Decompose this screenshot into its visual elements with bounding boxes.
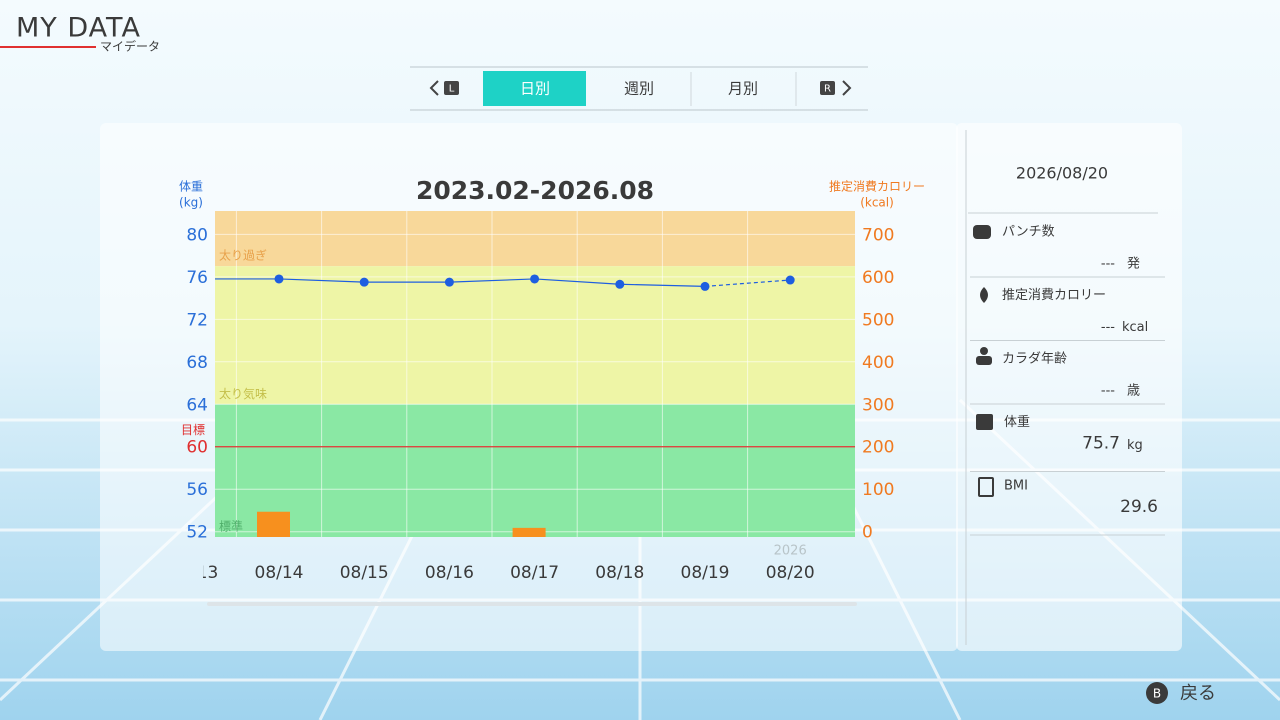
- detail-label: BMI: [1004, 479, 1028, 494]
- y-tick-label: 72: [186, 310, 208, 330]
- button-label: B: [1153, 687, 1161, 701]
- button-label: L: [449, 84, 455, 95]
- header-subtitle: マイデータ: [100, 39, 160, 54]
- detail-label: パンチ数: [1002, 225, 1055, 240]
- tab-label[interactable]: 週別: [624, 80, 654, 98]
- detail-value: ---: [1101, 384, 1115, 399]
- detail-value: ---: [1101, 257, 1115, 272]
- tab-label[interactable]: 日別: [520, 80, 550, 98]
- y-tick-label: 56: [186, 480, 208, 500]
- icon-punch: [973, 225, 991, 239]
- target-label: 目標: [181, 423, 205, 437]
- weight-point[interactable]: [785, 275, 795, 285]
- x-tick-label: 08/18: [595, 563, 644, 583]
- detail-icons: [973, 225, 994, 497]
- button-icon[interactable]: [1146, 682, 1168, 704]
- x-labels: 08/13 08/14 08/15 08/16 08/17 08/18 08/19 08/20: [169, 563, 815, 583]
- scrollbar[interactable]: [207, 602, 857, 606]
- y2-axis-title: (kcal): [860, 196, 894, 210]
- detail-unit: 発: [1127, 257, 1140, 272]
- y2-tick-label: 600: [862, 268, 894, 288]
- detail-label: 体重: [1004, 414, 1030, 430]
- weight-point[interactable]: [444, 277, 454, 287]
- weight-point[interactable]: [359, 277, 369, 287]
- detail-label: 推定消費カロリー: [1002, 288, 1106, 303]
- x-tick-label: 08/13: [169, 563, 218, 583]
- detail-value: 29.6: [1120, 497, 1158, 517]
- icon-body: [980, 347, 988, 355]
- zone-label: 太り気味: [219, 386, 267, 401]
- calorie-bar: [257, 511, 290, 537]
- x-tick-label: 08/14: [255, 563, 304, 583]
- calorie-bar: [512, 527, 546, 537]
- icon-scale: [976, 414, 993, 430]
- plot-area: [215, 211, 855, 537]
- y2-tick-label: 300: [862, 395, 894, 415]
- detail-panel: [956, 123, 1182, 651]
- tab-arrow-right[interactable]: [842, 80, 852, 96]
- y2-tick-label: 200: [862, 438, 894, 458]
- detail-label: カラダ年齢: [1002, 352, 1067, 367]
- y-tick-label: 60: [186, 438, 208, 458]
- y-axis-title: (kg): [179, 196, 203, 210]
- y2-tick-label: 100: [862, 480, 894, 500]
- detail-value: 75.7: [1082, 434, 1120, 454]
- tab-bar: L R 日別 週別 月別: [410, 66, 868, 111]
- y-tick-label: 80: [186, 225, 208, 245]
- zone-label: 標準: [219, 519, 243, 534]
- y2-axis-title: 推定消費カロリー: [829, 179, 925, 194]
- detail-unit: 歳: [1127, 384, 1140, 399]
- header-title: MY DATA: [16, 13, 141, 44]
- x-tick-label: 08/19: [681, 563, 730, 583]
- detail-value: ---: [1101, 320, 1115, 335]
- x-tick-label: 08/20: [766, 563, 815, 583]
- y2-tick-label: 500: [862, 310, 894, 330]
- weight-point[interactable]: [615, 279, 625, 289]
- icon-calculator: [978, 477, 994, 497]
- y-tick-label: 52: [186, 523, 208, 543]
- button-icon: [444, 81, 459, 95]
- zone-band: [215, 266, 855, 405]
- y-axis-title: 体重: [179, 180, 203, 194]
- y2-tick-label: 700: [862, 225, 894, 245]
- weight-point[interactable]: [700, 281, 710, 291]
- zone-band: [215, 211, 855, 267]
- year-mark: 2026: [774, 544, 807, 559]
- y-tick-label: 64: [186, 395, 208, 415]
- x-tick-label: 08/16: [425, 563, 474, 583]
- y2-tick-label: 0: [862, 523, 873, 543]
- detail-unit: kcal: [1122, 320, 1148, 335]
- weight-line-dashed: [704, 279, 791, 287]
- y-tick-label: 68: [186, 353, 208, 373]
- y2-tick-label: 400: [862, 353, 894, 373]
- weight-point[interactable]: [274, 274, 284, 284]
- x-tick-label: 08/17: [510, 563, 559, 583]
- icon-flame: [980, 287, 988, 303]
- tab-label[interactable]: 月別: [728, 80, 758, 98]
- detail-date: 2026/08/20: [1016, 164, 1108, 183]
- detail-unit: kg: [1127, 438, 1143, 453]
- zone-band: [215, 404, 855, 537]
- zone-label: 太り過ぎ: [219, 248, 267, 263]
- tab-active: [483, 71, 586, 106]
- icon-body: [976, 356, 992, 365]
- back-label[interactable]: 戻る: [1180, 683, 1216, 704]
- weight-point[interactable]: [530, 274, 540, 284]
- y-tick-label: 76: [186, 268, 208, 288]
- tab-arrow-left[interactable]: [429, 80, 439, 96]
- button-label: R: [824, 84, 831, 95]
- button-icon: [820, 81, 835, 95]
- x-tick-label: 08/15: [340, 563, 389, 583]
- chart-title: 2023.02-2026.08: [416, 176, 654, 205]
